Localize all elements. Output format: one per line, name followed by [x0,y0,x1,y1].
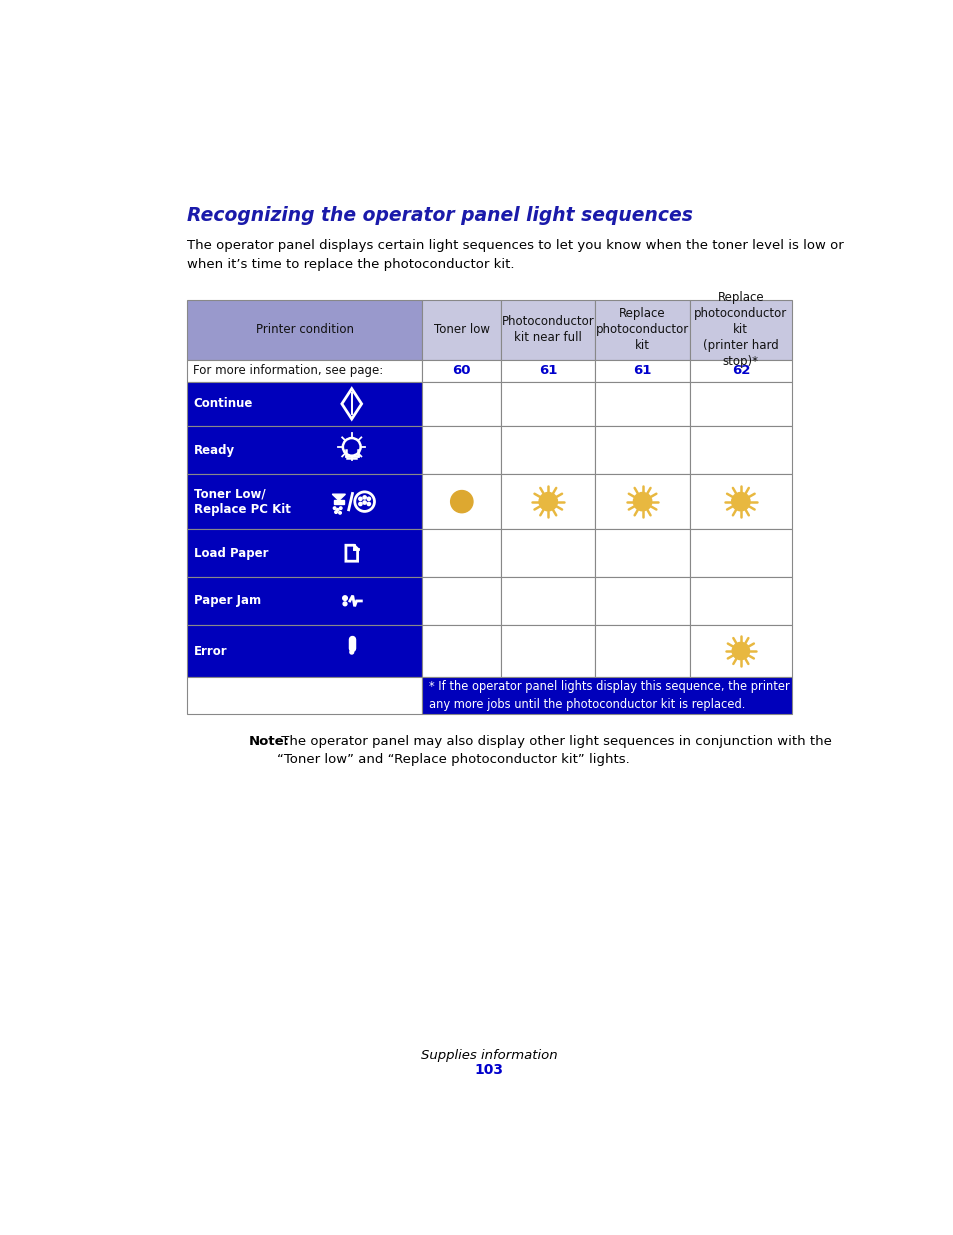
Circle shape [338,511,341,514]
Circle shape [367,498,370,500]
Bar [595,359,689,382]
Text: For more information, see page:: For more information, see page: [193,364,383,377]
Bar [595,530,689,577]
Bar [187,530,422,577]
Bar [500,625,595,677]
Text: Load Paper: Load Paper [193,547,268,559]
Bar [187,382,422,426]
Text: 61: 61 [538,364,557,377]
Text: The operator panel may also display other light sequences in conjunction with th: The operator panel may also display othe… [276,735,831,767]
Text: Toner low: Toner low [434,324,489,336]
Bar [187,577,422,625]
Bar [422,359,500,382]
Bar [187,426,422,474]
Bar [422,677,791,714]
Circle shape [731,493,749,511]
Bar [689,530,791,577]
Text: Photoconductor
kit near full: Photoconductor kit near full [501,315,594,345]
Bar [187,474,422,530]
Bar [689,382,791,426]
Circle shape [336,509,338,511]
Text: Ready: Ready [193,443,234,457]
Bar [187,359,422,382]
Text: * If the operator panel lights display this sequence, the printer will not print: * If the operator panel lights display t… [428,680,864,711]
Bar [500,300,595,359]
Text: 61: 61 [633,364,651,377]
Text: Replace
photoconductor
kit
(printer hard
stop)*: Replace photoconductor kit (printer hard… [694,291,786,368]
Bar [422,530,500,577]
Bar [689,474,791,530]
Bar [595,300,689,359]
Circle shape [731,642,749,659]
Circle shape [350,651,354,655]
Polygon shape [332,494,345,500]
Bar [500,577,595,625]
Bar [422,300,500,359]
Text: 103: 103 [474,1063,503,1077]
Bar [595,625,689,677]
Bar [500,474,595,530]
Circle shape [450,490,473,513]
Text: Printer condition: Printer condition [255,324,354,336]
Text: Note:: Note: [249,735,290,748]
Bar [422,426,500,474]
Bar [187,300,422,359]
Bar [500,382,595,426]
Text: Supplies information: Supplies information [420,1049,557,1062]
Circle shape [358,498,362,500]
Bar [422,577,500,625]
Bar [595,426,689,474]
Circle shape [367,503,370,505]
Text: Continue: Continue [193,398,253,410]
Bar [422,474,500,530]
Bar [334,500,344,504]
Circle shape [335,511,337,514]
Text: 62: 62 [731,364,749,377]
Circle shape [342,595,347,600]
Bar [689,625,791,677]
Text: 60: 60 [452,364,471,377]
Bar [689,300,791,359]
Bar [689,359,791,382]
Text: Paper Jam: Paper Jam [193,594,260,608]
Bar [187,625,422,677]
Bar [595,577,689,625]
Text: Recognizing the operator panel light sequences: Recognizing the operator panel light seq… [187,206,692,226]
Circle shape [358,503,362,505]
Circle shape [633,493,651,511]
Text: Error: Error [193,645,227,657]
Bar [187,677,422,714]
Circle shape [343,601,347,605]
Bar [500,530,595,577]
Bar [595,474,689,530]
Bar [500,359,595,382]
Bar [689,577,791,625]
Circle shape [333,506,335,509]
Text: The operator panel displays certain light sequences to let you know when the ton: The operator panel displays certain ligh… [187,240,842,270]
Text: Toner Low/
Replace PC Kit: Toner Low/ Replace PC Kit [193,487,291,516]
Bar [595,382,689,426]
Circle shape [363,501,366,504]
Circle shape [363,495,366,499]
Bar [500,426,595,474]
Circle shape [339,506,342,509]
Circle shape [538,493,557,511]
Bar [422,625,500,677]
Bar [422,382,500,426]
Bar [689,426,791,474]
Text: Replace
photoconductor
kit: Replace photoconductor kit [596,308,688,352]
